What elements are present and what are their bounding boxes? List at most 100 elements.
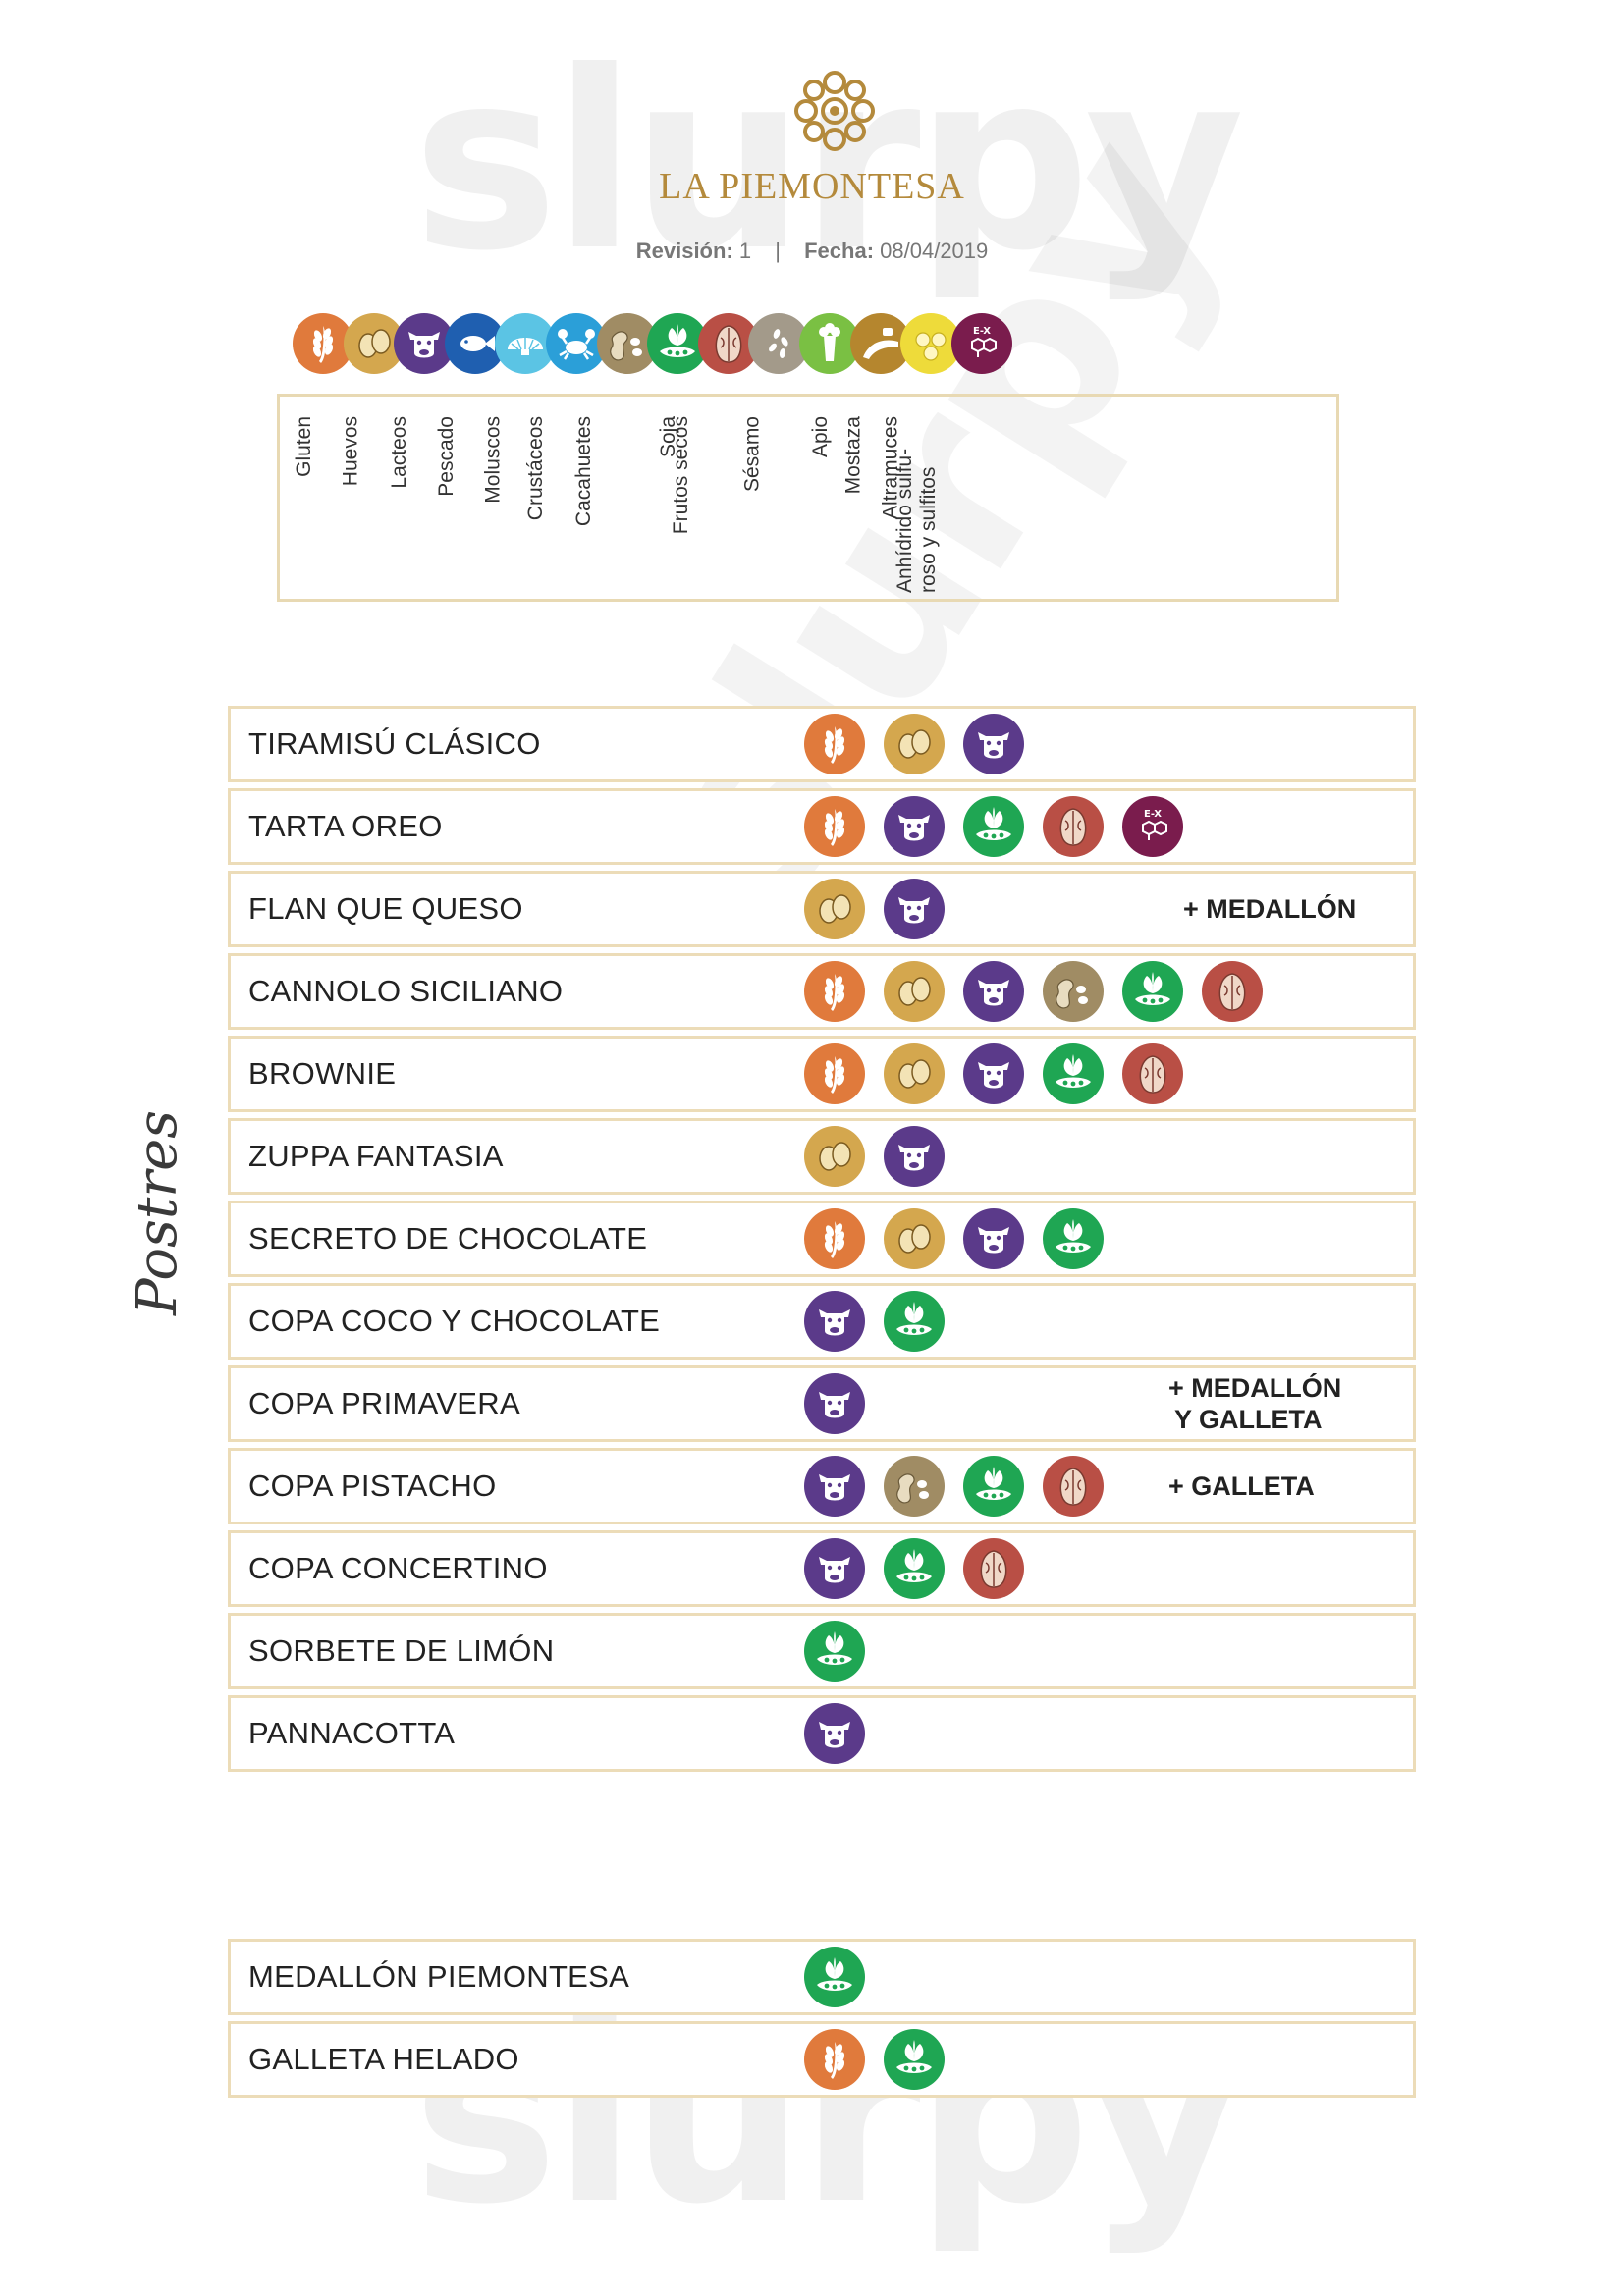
- sulphites-icon: E-X: [1121, 795, 1184, 858]
- revision-line: Revisión: 1 | Fecha: 08/04/2019: [0, 239, 1624, 264]
- allergen-label-text: Anhídrido sulfu-roso y sulfitos: [893, 416, 941, 593]
- dessert-row: BROWNIE: [228, 1036, 1416, 1112]
- brand-logo-icon: [790, 67, 879, 155]
- section-label: Postres: [126, 1110, 204, 1315]
- dessert-row: COPA COCO Y CHOCOLATE: [228, 1283, 1416, 1360]
- allergen-label-lacteos: Lacteos: [388, 416, 437, 593]
- dessert-row: COPA PRIMAVERA + MEDALLÓN Y GALLETA: [228, 1365, 1416, 1442]
- soy-icon: [883, 1290, 946, 1353]
- cow-icon: [962, 713, 1025, 775]
- dessert-name: TARTA OREO: [248, 809, 443, 843]
- dessert-row: PANNACOTTA: [228, 1695, 1416, 1772]
- dessert-name: BROWNIE: [248, 1056, 397, 1091]
- dessert-name: PANNACOTTA: [248, 1716, 456, 1750]
- dessert-row: FLAN QUE QUESO + MEDALLÓN: [228, 871, 1416, 947]
- cow-icon: [803, 1537, 866, 1600]
- dessert-name: SORBETE DE LIMÓN: [248, 1633, 555, 1668]
- dessert-name: CANNOLO SICILIANO: [248, 974, 564, 1008]
- revision-label: Revisión:: [635, 239, 733, 263]
- eggs-icon: [883, 1207, 946, 1270]
- dessert-name: FLAN QUE QUESO: [248, 891, 523, 926]
- svg-text:E-X: E-X: [1144, 809, 1162, 820]
- dessert-row: GALLETA HELADO: [228, 2021, 1416, 2098]
- allergen-label-text: Pescado: [434, 416, 458, 497]
- soy-icon: [883, 1537, 946, 1600]
- wheat-icon: [803, 2028, 866, 2091]
- cow-icon: [883, 795, 946, 858]
- wheat-icon: [803, 713, 866, 775]
- walnut-icon: [1042, 1455, 1105, 1518]
- dessert-row: TARTA OREO: [228, 788, 1416, 865]
- dessert-name: MEDALLÓN PIEMONTESA: [248, 1959, 630, 1994]
- shell-icon: [494, 312, 557, 375]
- peanut-icon: [883, 1455, 946, 1518]
- dessert-note-line: + MEDALLÓN: [1168, 1373, 1342, 1403]
- allergen-label-sesamo: Sésamo: [741, 416, 791, 593]
- section-label-text: Postres: [126, 1109, 189, 1315]
- mustard-icon: [849, 312, 912, 375]
- revision-value: 1: [738, 239, 752, 263]
- watermark-logo: slurpy: [412, 19, 1245, 304]
- wheat-icon: [803, 960, 866, 1023]
- fish-icon: [444, 312, 507, 375]
- walnut-icon: [1042, 795, 1105, 858]
- dessert-row: COPA PISTACHO + G: [228, 1448, 1416, 1524]
- wheat-icon: [803, 1042, 866, 1105]
- dessert-row: MEDALLÓN PIEMONTESA: [228, 1939, 1416, 2015]
- eggs-icon: [883, 1042, 946, 1105]
- allergen-label-gluten: Gluten: [293, 416, 336, 593]
- allergen-label-text: Cacahuetes: [571, 416, 595, 527]
- cow-icon: [803, 1372, 866, 1435]
- allergen-label-text: Sésamo: [740, 416, 764, 493]
- allergen-label-sulfitos: Anhídrido sulfu-roso y sulfitos: [893, 416, 1006, 593]
- wheat-icon: [803, 795, 866, 858]
- dessert-note: + MEDALLÓN Y GALLETA: [1168, 1372, 1341, 1435]
- dessert-row: SECRETO DE CHOCOLATE: [228, 1201, 1416, 1277]
- sulphites-icon: E-X: [950, 312, 1013, 375]
- allergen-label-text: Lacteos: [388, 416, 411, 489]
- cow-icon: [962, 960, 1025, 1023]
- dessert-name: COPA PISTACHO: [248, 1468, 497, 1503]
- dessert-row: ZUPPA FANTASIA: [228, 1118, 1416, 1195]
- dessert-name: COPA PRIMAVERA: [248, 1386, 520, 1420]
- cow-icon: [803, 1290, 866, 1353]
- crab-icon: [545, 312, 608, 375]
- peanut-icon: [596, 312, 659, 375]
- eggs-icon: [883, 713, 946, 775]
- cow-icon: [962, 1042, 1025, 1105]
- brand-name: LA PIEMONTESA: [659, 166, 965, 207]
- wheat-icon: [803, 1207, 866, 1270]
- date-label: Fecha:: [804, 239, 875, 263]
- dessert-row: TIRAMISÚ CLÁSICO: [228, 706, 1416, 782]
- soy-icon: [962, 795, 1025, 858]
- allergen-label-line: Anhídrido sulfu-: [893, 448, 916, 593]
- walnut-icon: [697, 312, 760, 375]
- eggs-icon: [803, 1125, 866, 1188]
- walnut-icon: [1201, 960, 1264, 1023]
- eggs-icon: [883, 960, 946, 1023]
- allergen-label-apio: Apio: [809, 416, 842, 593]
- dessert-name: GALLETA HELADO: [248, 2042, 519, 2076]
- lupin-icon: [899, 312, 962, 375]
- date-value: 08/04/2019: [880, 239, 989, 263]
- allergen-label-text: Huevos: [338, 416, 361, 487]
- sesame-icon: [747, 312, 810, 375]
- allergen-label-cacahuetes: Cacahuetes: [572, 416, 640, 593]
- allergen-label-line: roso y sulfitos: [916, 466, 940, 593]
- cow-icon: [803, 1702, 866, 1765]
- dessert-note: + MEDALLÓN: [1183, 894, 1357, 924]
- allergen-label-huevos: Huevos: [339, 416, 387, 593]
- svg-text:E-X: E-X: [973, 326, 991, 337]
- wheat-icon: [292, 312, 354, 375]
- dessert-row: SORBETE DE LIMÓN: [228, 1613, 1416, 1689]
- dessert-row: CANNOLO SICILIANO: [228, 953, 1416, 1030]
- soy-icon: [803, 1946, 866, 2008]
- celery-icon: [798, 312, 861, 375]
- allergen-label-text: Gluten: [293, 416, 316, 477]
- cow-icon: [962, 1207, 1025, 1270]
- soy-icon: [1042, 1207, 1105, 1270]
- walnut-icon: [1121, 1042, 1184, 1105]
- soy-icon: [962, 1455, 1025, 1518]
- soy-icon: [883, 2028, 946, 2091]
- allergen-label-frutos_secos: Frutos secos: [670, 416, 741, 593]
